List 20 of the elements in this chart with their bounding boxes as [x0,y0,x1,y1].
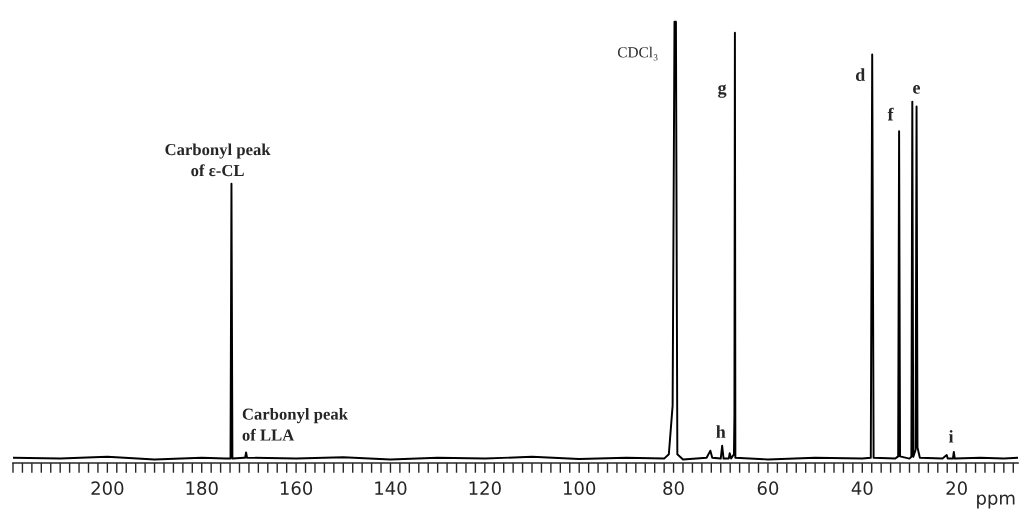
x-tick-label: 200 [91,481,124,496]
x-tick-label: 160 [280,481,313,496]
annotation: CDCl₃ [617,46,658,61]
x-tick-label: 60 [757,481,779,496]
annotation: d [855,68,866,81]
x-tick-label: 80 [663,481,684,496]
annotation: h [716,425,726,438]
annotation: e [913,85,921,94]
x-axis-title: ppm [977,494,1015,509]
annotation: i [948,430,954,443]
x-tick-label: 100 [563,481,596,496]
annotation: f [887,107,894,121]
annotation: Carbonyl peak of LLA [242,408,348,441]
x-tick-label: 140 [375,481,407,496]
annotation: Carbonyl peak of ε-CL [165,143,271,177]
x-tick-label: 40 [851,481,873,496]
x-tick-label: 180 [186,481,218,496]
x-tick-label: 20 [946,481,967,496]
x-tick-label: 120 [469,481,501,496]
annotation: g [718,84,727,98]
